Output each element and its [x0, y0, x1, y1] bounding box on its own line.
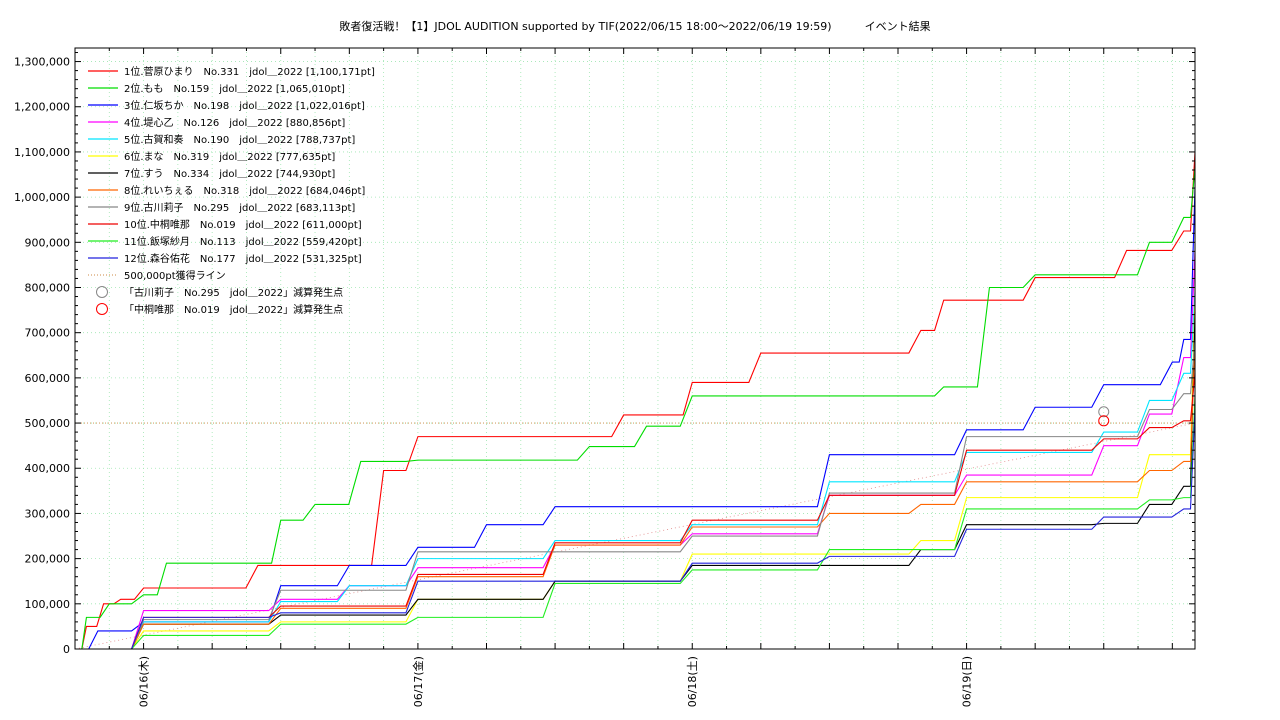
y-tick-label: 100,000: [25, 598, 71, 611]
deduction-marker-1: [1098, 406, 1110, 418]
y-tick-label: 1,200,000: [14, 101, 70, 114]
y-tick-label: 200,000: [25, 553, 71, 566]
series-line-5: [75, 292, 1196, 650]
grid: [75, 48, 1195, 649]
legend-label: 4位.堤心乙 No.126 jdol＿2022 [880,856pt]: [124, 116, 345, 129]
legend-label: 500,000pt獲得ライン: [124, 269, 226, 282]
legend-marker: [96, 286, 108, 298]
legend-marker: [96, 303, 108, 315]
y-tick-label: 800,000: [25, 281, 71, 294]
y-tick-label: 1,100,000: [14, 146, 70, 159]
series-line-8: [75, 339, 1196, 650]
target-pace-line: [74, 422, 1196, 650]
series-line-7: [75, 312, 1196, 650]
legend-label: 8位.れいちぇる No.318 jdol＿2022 [684,046pt]: [124, 184, 365, 197]
legend-label: 「中桐唯那 No.019 jdol＿2022」減算発生点: [124, 303, 343, 316]
legend-label: 10位.中桐唯那 No.019 jdol＿2022 [611,000pt]: [124, 218, 362, 231]
legend: 1位.菅原ひまり No.331 jdol＿2022 [1,100,171pt] 2…: [88, 65, 375, 316]
legend-label: 5位.古賀和奏 No.190 jdol＿2022 [788,737pt]: [124, 133, 355, 146]
y-tick-label: 500,000: [25, 417, 71, 430]
y-tick-label: 700,000: [25, 327, 71, 340]
axes: 0 100,000 200,000 300,000 400,000 500,000 600,…: [14, 48, 1195, 707]
series-lines: [75, 151, 1196, 650]
legend-label: 12位.森谷佑花 No.177 jdol＿2022 [531,325pt]: [124, 252, 362, 265]
series-line-4: [75, 250, 1196, 650]
chart-title: 敗者復活戦！【1】JDOL AUDITION supported by TIF(…: [339, 19, 930, 33]
y-tick-label: 900,000: [25, 236, 71, 249]
y-tick-label: 300,000: [25, 507, 71, 520]
legend-label: 11位.飯塚紗月 No.113 jdol＿2022 [559,420pt]: [124, 235, 362, 248]
x-tick-label: 06/16(木): [138, 656, 151, 707]
y-tick-label: 0: [63, 643, 70, 656]
x-tick-label: 06/18(土): [686, 656, 699, 707]
x-tick-label: 06/17(金): [411, 656, 425, 707]
reference-line: [74, 422, 1196, 650]
y-tick-label: 400,000: [25, 462, 71, 475]
series-line-10: [75, 372, 1196, 650]
legend-label: 6位.まな No.319 jdol＿2022 [777,635pt]: [124, 150, 335, 163]
x-tick-label: 06/19(日): [961, 656, 974, 707]
legend-label: 「古川莉子 No.295 jdol＿2022」減算発生点: [124, 286, 343, 299]
series-line-12: [75, 408, 1196, 650]
legend-label: 7位.すう No.334 jdol＿2022 [744,930pt]: [124, 167, 335, 180]
series-line-2: [75, 167, 1196, 650]
series-line-11: [75, 396, 1196, 650]
y-tick-label: 600,000: [25, 372, 71, 385]
y-tick-label: 1,000,000: [14, 191, 70, 204]
series-line-9: [75, 340, 1196, 650]
legend-label: 9位.古川莉子 No.295 jdol＿2022 [683,113pt]: [124, 201, 355, 214]
deduction-markers: [1098, 406, 1110, 427]
series-line-6: [75, 297, 1196, 650]
deduction-marker-2: [1098, 415, 1110, 427]
legend-label: 2位.もも No.159 jdol＿2022 [1,065,010pt]: [124, 82, 345, 95]
legend-label: 3位.仁坂ちか No.198 jdol＿2022 [1,022,016pt]: [124, 99, 365, 112]
y-tick-label: 1,300,000: [14, 56, 70, 69]
series-line-1: [75, 151, 1196, 650]
plot-frame: [74, 47, 1196, 650]
legend-label: 1位.菅原ひまり No.331 jdol＿2022 [1,100,171pt]: [124, 65, 375, 78]
